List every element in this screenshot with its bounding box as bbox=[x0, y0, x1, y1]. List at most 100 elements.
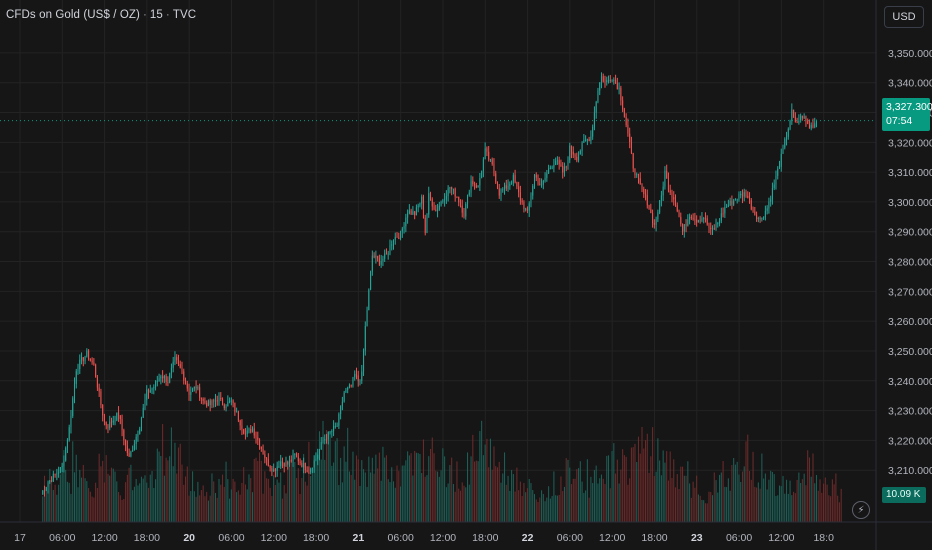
volume-bar bbox=[86, 481, 88, 522]
candle-body bbox=[126, 445, 128, 454]
candle-body bbox=[197, 387, 199, 389]
candle-body bbox=[683, 224, 685, 232]
volume-bar bbox=[525, 492, 527, 522]
volume-bar bbox=[780, 486, 782, 522]
volume-bar bbox=[151, 471, 153, 522]
volume-bar bbox=[837, 495, 839, 522]
candle-body bbox=[169, 373, 171, 383]
volume-bar bbox=[292, 453, 294, 522]
volume-bar bbox=[158, 451, 160, 522]
candle-body bbox=[118, 412, 120, 416]
candle-body bbox=[766, 208, 768, 211]
volume-bar bbox=[103, 482, 105, 522]
volume-bar bbox=[657, 438, 659, 522]
x-tick-label: 21 bbox=[353, 532, 365, 544]
volume-bar bbox=[539, 497, 541, 522]
candle-body bbox=[632, 153, 634, 169]
lightning-icon[interactable]: ⚡ bbox=[852, 501, 870, 519]
volume-bar bbox=[370, 472, 372, 522]
volume-bar bbox=[209, 495, 211, 522]
volume-bar bbox=[775, 495, 777, 522]
volume-bar bbox=[304, 481, 306, 522]
volume-bar bbox=[689, 483, 691, 522]
volume-bar bbox=[426, 475, 428, 522]
price-axis[interactable]: 3,210.000 3,220.000 3,230.000 3,240.000 3,25… bbox=[875, 0, 932, 550]
volume-bar bbox=[363, 469, 365, 522]
candle-body bbox=[659, 200, 661, 213]
candle-body bbox=[727, 205, 729, 207]
volume-bar bbox=[147, 487, 150, 522]
volume-bar bbox=[310, 476, 312, 522]
volume-bar bbox=[155, 479, 157, 522]
symbol-title[interactable]: CFDs on Gold (US$ / OZ) · 15 · TVC bbox=[6, 9, 196, 21]
candle-body bbox=[678, 211, 680, 217]
currency-button[interactable]: USD bbox=[884, 6, 924, 28]
volume-bar bbox=[109, 475, 111, 522]
volume-bar bbox=[207, 500, 209, 522]
volume-bar bbox=[234, 481, 236, 522]
candle-body bbox=[56, 473, 58, 475]
candle-body bbox=[59, 467, 61, 473]
volume-bar bbox=[532, 490, 534, 522]
volume-bar bbox=[336, 438, 338, 522]
volume-bar bbox=[177, 447, 180, 522]
volume-bar bbox=[167, 460, 169, 522]
candle-body bbox=[447, 188, 449, 197]
volume-bar bbox=[88, 488, 90, 522]
candle-body bbox=[676, 205, 678, 212]
volume-bar bbox=[475, 460, 477, 522]
volume-bar bbox=[708, 491, 710, 522]
candle-body bbox=[343, 392, 345, 402]
candle-body bbox=[542, 180, 544, 185]
volume-bar bbox=[786, 479, 788, 522]
volume-bar bbox=[819, 479, 821, 522]
volume-bar bbox=[840, 488, 842, 522]
candle-body bbox=[639, 178, 641, 185]
volume-bar bbox=[682, 466, 684, 522]
candle-body bbox=[495, 173, 497, 183]
candle-body bbox=[556, 160, 558, 162]
candle-body bbox=[428, 193, 430, 215]
candle-body bbox=[253, 428, 255, 436]
candle-body bbox=[622, 100, 624, 110]
volume-bar bbox=[477, 461, 479, 522]
candle-body bbox=[88, 350, 90, 360]
volume-bar bbox=[267, 478, 269, 522]
volume-bar bbox=[160, 455, 162, 522]
candle-body bbox=[303, 462, 305, 468]
volume-bar bbox=[251, 492, 254, 522]
time-axis[interactable]: 17 06:00 12:00 18:00 20 06:00 12:00 18:00 21 06:0… bbox=[0, 521, 932, 544]
volume-bar bbox=[726, 487, 728, 522]
candle-body bbox=[648, 205, 650, 210]
volume-bar bbox=[710, 492, 712, 522]
volume-bar bbox=[385, 455, 387, 522]
volume-bar bbox=[687, 461, 689, 522]
candle-body bbox=[558, 160, 560, 165]
volume-bar bbox=[826, 484, 828, 522]
volume-bar bbox=[823, 483, 825, 522]
candle-body bbox=[724, 207, 726, 214]
candle-body bbox=[484, 148, 486, 160]
volume-bar bbox=[437, 471, 439, 522]
candle-body bbox=[156, 381, 158, 383]
candle-body bbox=[458, 196, 460, 203]
volume-bar bbox=[114, 471, 116, 522]
volume-bars bbox=[42, 420, 842, 522]
candle-body bbox=[288, 460, 291, 465]
volume-bar bbox=[377, 468, 379, 522]
volume-bar bbox=[193, 491, 195, 522]
volume-bar bbox=[95, 482, 97, 522]
volume-bar bbox=[528, 478, 530, 522]
candle-body bbox=[299, 461, 301, 464]
candle-body bbox=[234, 403, 236, 412]
candle-body bbox=[387, 253, 389, 255]
candle-body bbox=[241, 425, 243, 430]
volume-bar bbox=[773, 474, 775, 522]
volume-bar bbox=[273, 475, 275, 522]
candle-body bbox=[674, 199, 677, 206]
volume-bar bbox=[831, 479, 833, 522]
interval-label: 15 bbox=[149, 9, 163, 21]
candle-body bbox=[147, 389, 150, 393]
